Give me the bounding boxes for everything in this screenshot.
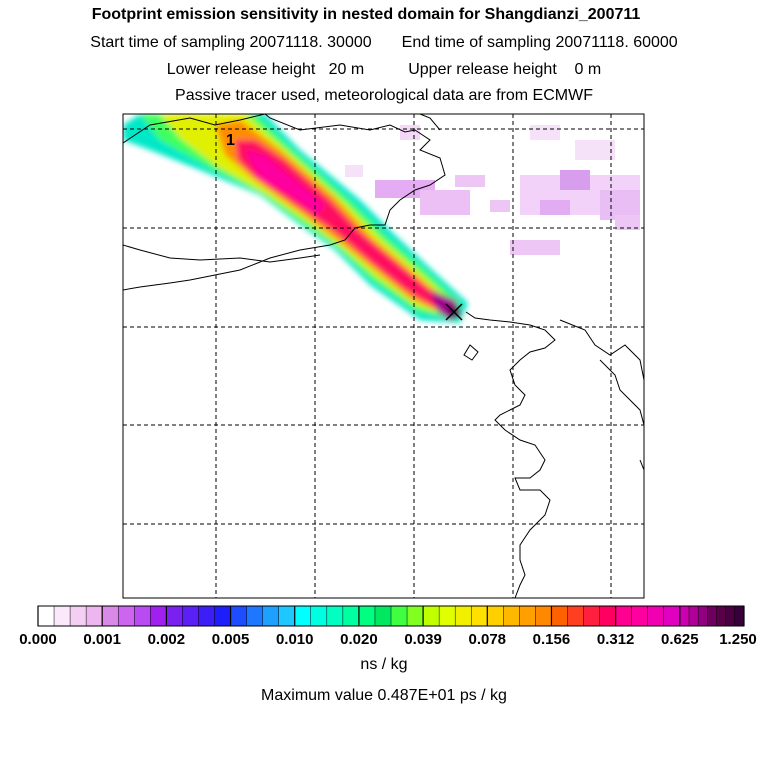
colorbar-cell	[688, 606, 699, 626]
upper-release-height: Upper release height 0 m	[408, 61, 602, 78]
colorbar-tick-label: 0.002	[148, 631, 186, 648]
colorbar-cell	[102, 606, 119, 626]
sampling-time-line: Start time of sampling 20071118. 30000 En…	[0, 34, 768, 52]
colorbar-cell	[503, 606, 520, 626]
colorbar-tick-label: 0.625	[661, 631, 699, 648]
colorbar-tick-label: 0.000	[19, 631, 57, 648]
plot-title: Footprint emission sensitivity in nested…	[91, 6, 641, 23]
colorbar-cell	[182, 606, 199, 626]
start-time-label: Start time of sampling 20071118. 30000	[90, 34, 372, 51]
colorbar-cell	[725, 606, 736, 626]
colorbar-cell	[551, 606, 568, 626]
colorbar-tick-label: 0.039	[404, 631, 442, 648]
colorbar-cell	[707, 606, 717, 626]
colorbar-cell	[150, 606, 167, 626]
colorbar-cell	[599, 606, 617, 626]
colorbar-cell	[38, 606, 55, 626]
colorbar-cell	[567, 606, 584, 626]
colorbar-tick-label: 0.078	[468, 631, 506, 648]
colorbar-cell	[310, 606, 328, 626]
colorbar-cell	[214, 606, 231, 626]
lower-release-height: Lower release height 20 m	[166, 61, 365, 78]
colorbar-cell	[407, 606, 424, 626]
colorbar-cell	[734, 606, 745, 626]
colorbar-cell	[86, 606, 103, 626]
release-point-label: 1	[226, 132, 235, 149]
colorbar-tick-label: 0.010	[276, 631, 314, 648]
colorbar-cell	[342, 606, 360, 626]
colorbar-cell	[423, 606, 440, 626]
colorbar-cell	[679, 606, 690, 626]
colorbar-tick-label: 0.312	[597, 631, 635, 648]
colorbar-cell	[519, 606, 536, 626]
colorbar-cell	[615, 606, 633, 626]
end-time-label: End time of sampling 20071118. 60000	[401, 34, 678, 51]
colorbar-cell	[647, 606, 665, 626]
colorbar-cell	[716, 606, 727, 626]
colorbar-tick-label: 0.156	[533, 631, 571, 648]
colorbar-cell	[70, 606, 87, 626]
colorbar-cell	[294, 606, 312, 626]
colorbar-cell	[583, 606, 600, 626]
lat-lon-grid	[123, 114, 644, 598]
colorbar-cell	[698, 606, 708, 626]
colorbar-cell	[358, 606, 376, 626]
tracer-info-line: Passive tracer used, meteorological data…	[175, 87, 593, 104]
colorbar-cell	[663, 606, 681, 626]
colorbar-cell	[246, 606, 264, 626]
colorbar-cell	[535, 606, 552, 626]
colorbar-cell	[455, 606, 472, 626]
colorbar-cell	[278, 606, 296, 626]
map-frame	[122, 113, 645, 599]
colorbar-tick-label: 0.001	[83, 631, 121, 648]
colorbar-cell	[326, 606, 344, 626]
colorbar-tick-label: 1.250	[719, 631, 757, 648]
colorbar-units: ns / kg	[360, 656, 408, 673]
colorbar-cell	[118, 606, 135, 626]
colorbar-cell	[471, 606, 488, 626]
colorbar-cell	[230, 606, 247, 626]
coastlines	[123, 114, 644, 598]
colorbar-cell	[262, 606, 280, 626]
footprint-plume	[123, 114, 468, 323]
colorbar-cell	[134, 606, 151, 626]
colorbar-cell	[487, 606, 504, 626]
release-height-line: Lower release height 20 m Upper release h…	[0, 61, 768, 79]
colorbar-frame	[37, 605, 745, 627]
colorbar-cell	[374, 606, 392, 626]
colorbar-cell	[198, 606, 215, 626]
maximum-value-label: Maximum value 0.487E+01 ps / kg	[261, 687, 507, 704]
x-marker	[445, 303, 463, 321]
colorbar-cell	[439, 606, 456, 626]
colorbar-cell	[54, 606, 71, 626]
colorbar-cell	[166, 606, 183, 626]
colorbar-cell	[391, 606, 408, 626]
colorbar-tick-label: 0.020	[340, 631, 378, 648]
colorbar-tick-label: 0.005	[212, 631, 250, 648]
colorbar-cell	[631, 606, 649, 626]
